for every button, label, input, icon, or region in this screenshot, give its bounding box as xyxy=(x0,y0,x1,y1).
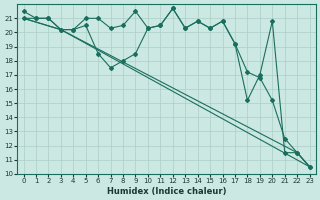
X-axis label: Humidex (Indice chaleur): Humidex (Indice chaleur) xyxy=(107,187,226,196)
